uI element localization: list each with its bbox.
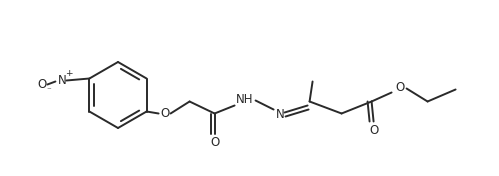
Text: O: O <box>369 124 378 137</box>
Text: O: O <box>395 81 404 94</box>
Text: +: + <box>65 69 72 78</box>
Text: O: O <box>210 136 219 149</box>
Text: O: O <box>38 78 47 91</box>
Text: N: N <box>276 108 285 121</box>
Text: ⁻: ⁻ <box>46 86 51 95</box>
Text: O: O <box>160 107 169 120</box>
Text: N: N <box>58 74 67 87</box>
Text: NH: NH <box>236 93 253 106</box>
